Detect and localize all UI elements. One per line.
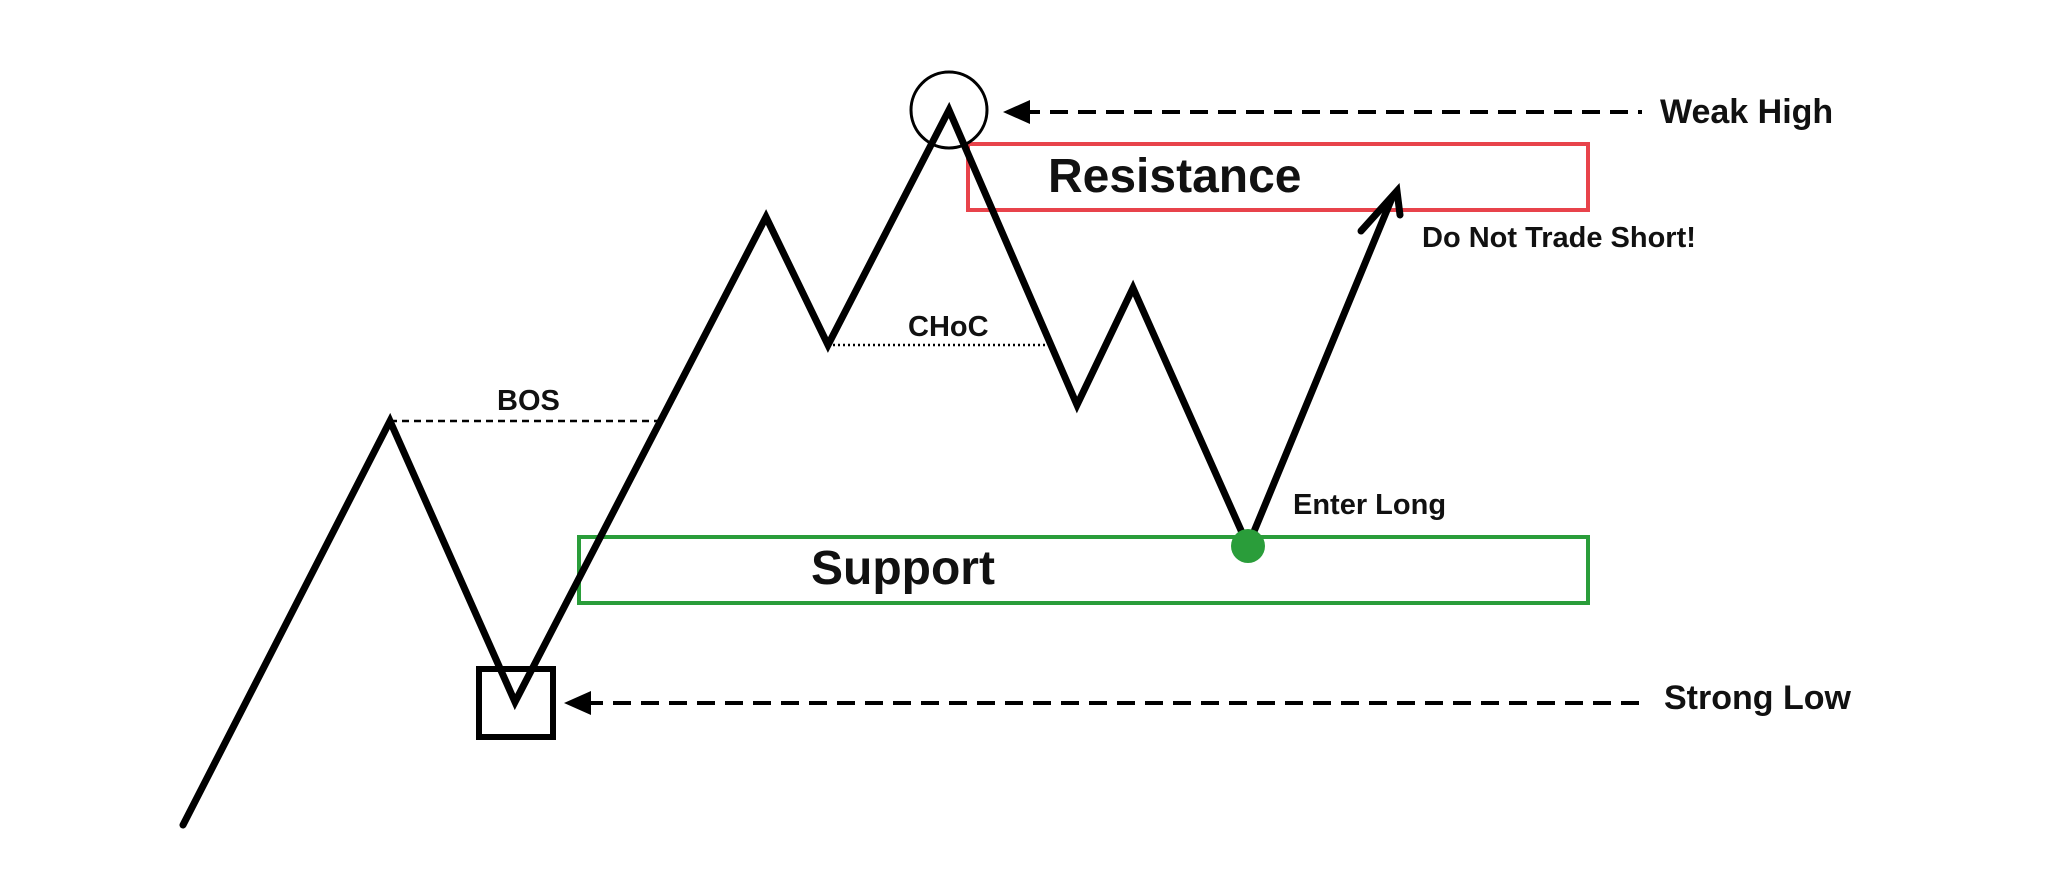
do-not-trade-short-label: Do Not Trade Short! — [1422, 222, 1696, 254]
price-path — [179, 101, 1396, 829]
entry-point-dot — [1231, 529, 1265, 563]
weak-high-label: Weak High — [1660, 93, 1833, 131]
weak-high-arrow-icon — [1003, 100, 1030, 124]
resistance-zone — [966, 142, 1590, 212]
strong-low-square-marker — [476, 666, 556, 740]
support-label: Support — [811, 542, 995, 595]
resistance-label: Resistance — [1048, 150, 1301, 203]
support-zone — [577, 535, 1590, 605]
strong-low-arrow-icon — [564, 691, 591, 715]
bos-label: BOS — [497, 385, 560, 417]
upward-arrow-head — [1357, 182, 1404, 235]
strong-low-label: Strong Low — [1664, 679, 1852, 717]
enter-long-label: Enter Long — [1293, 489, 1446, 521]
weak-high-circle-marker — [909, 70, 989, 150]
choc-label: CHoC — [908, 311, 989, 343]
